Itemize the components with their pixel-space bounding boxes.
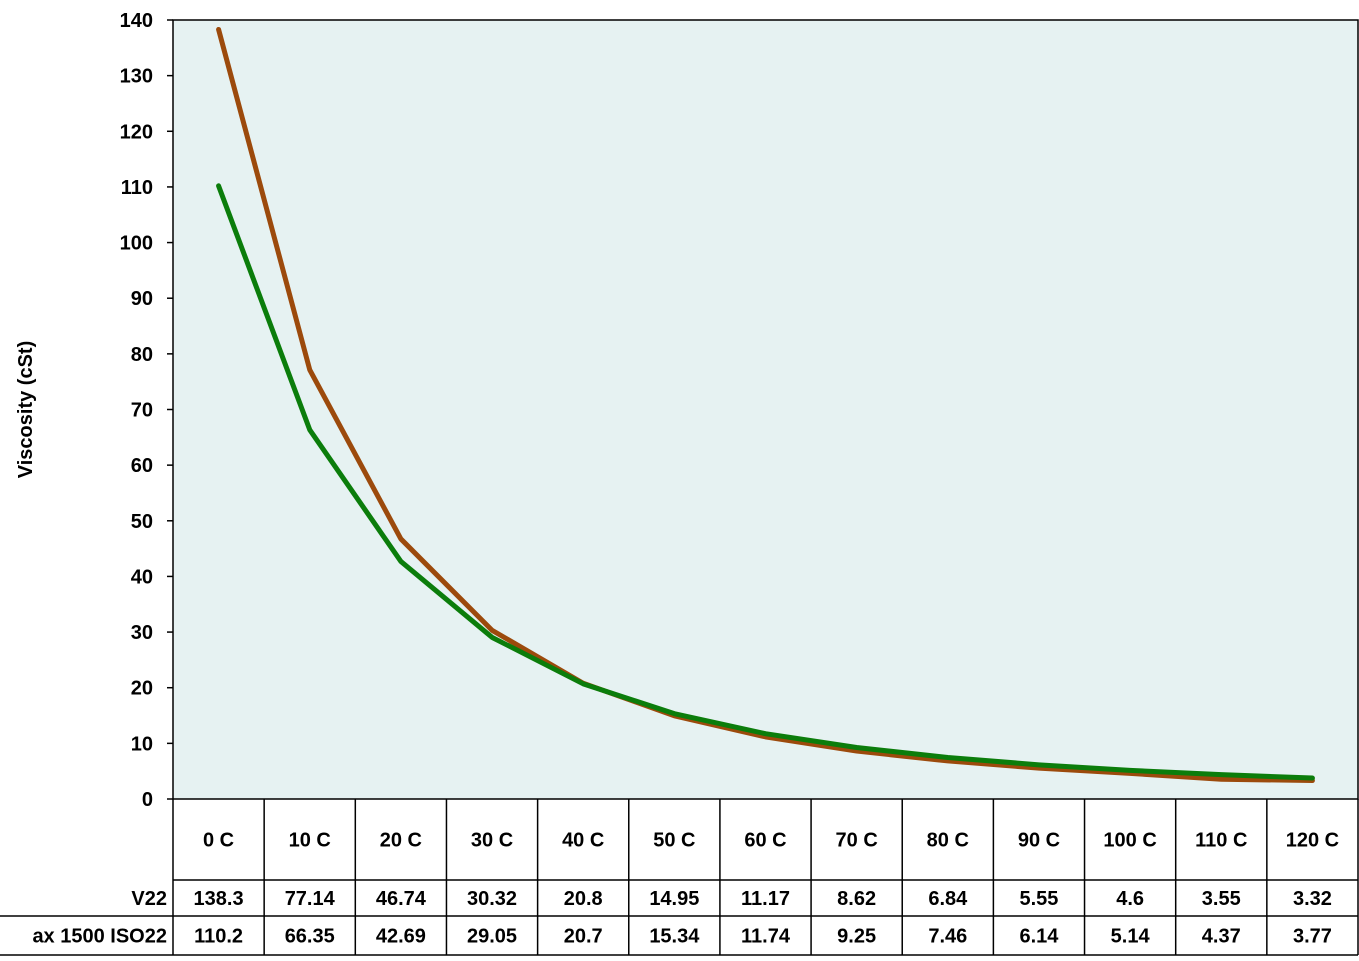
data-table-grid	[0, 799, 1359, 956]
data-cell: 4.37	[1202, 926, 1241, 948]
data-cell: 14.95	[649, 888, 699, 910]
y-tick-label: 80	[131, 344, 153, 366]
series-line	[216, 183, 1315, 781]
data-table: V22 138.3 77.14 46.74 30.32 20.8 14.95 11.17 8.6…	[32, 888, 1331, 948]
y-tick-label: 90	[131, 288, 153, 310]
category-label: 120 C	[1286, 830, 1339, 852]
category-label: 70 C	[836, 830, 878, 852]
data-cell: 6.84	[928, 888, 968, 910]
data-cell: 4.6	[1116, 888, 1144, 910]
category-label: 80 C	[927, 830, 969, 852]
data-cell: 20.7	[564, 926, 603, 948]
category-label: 50 C	[653, 830, 695, 852]
category-labels: 0 C 10 C 20 C 30 C 40 C 50 C 60 C 70 C 80 C 90 C 1…	[203, 830, 1339, 852]
data-cell: 3.77	[1293, 926, 1332, 948]
data-cell: 6.14	[1019, 926, 1059, 948]
data-cell: 30.32	[467, 888, 517, 910]
plot-area	[172, 19, 1359, 800]
y-tick-label: 140	[120, 10, 153, 32]
category-label: 0 C	[203, 830, 234, 852]
data-cell: 3.32	[1293, 888, 1332, 910]
data-cell: 8.62	[837, 888, 876, 910]
data-cell: 5.55	[1019, 888, 1058, 910]
category-label: 20 C	[380, 830, 422, 852]
data-cell: 138.3	[194, 888, 244, 910]
data-cell: 7.46	[928, 926, 967, 948]
data-cell: 110.2	[194, 926, 243, 948]
category-label: 60 C	[744, 830, 786, 852]
data-cell: 46.74	[376, 888, 427, 910]
y-tick-label: 20	[131, 678, 153, 700]
data-cell: 20.8	[564, 888, 603, 910]
series-lines	[216, 26, 1315, 784]
series-line	[216, 26, 1315, 784]
series-name-label: V22	[131, 888, 167, 910]
category-label: 10 C	[289, 830, 331, 852]
y-tick-label: 70	[131, 400, 153, 422]
y-tick-label: 60	[131, 455, 153, 477]
data-cell: 15.34	[649, 926, 700, 948]
series-name-label: ax 1500 ISO22	[32, 926, 167, 948]
y-tick-label: 30	[131, 622, 153, 644]
y-tick-label: 0	[142, 789, 153, 811]
y-tick-label: 10	[131, 733, 153, 755]
data-cell: 29.05	[467, 926, 517, 948]
y-axis-title: Viscosity (cSt)	[15, 341, 37, 478]
data-cell: 3.55	[1202, 888, 1241, 910]
category-label: 100 C	[1103, 830, 1156, 852]
y-tick-label: 40	[131, 566, 153, 588]
data-cell: 66.35	[285, 926, 335, 948]
data-cell: 11.74	[741, 926, 791, 948]
y-tick-label: 100	[120, 233, 153, 255]
y-tick-label: 130	[120, 66, 153, 88]
category-label: 90 C	[1018, 830, 1060, 852]
data-cell: 9.25	[837, 926, 876, 948]
y-axis: 0 10 20 30 40 50 60 70 80 90 100 110 120 130 140	[120, 10, 173, 811]
data-cell: 42.69	[376, 926, 426, 948]
y-tick-label: 120	[120, 121, 153, 143]
category-label: 110 C	[1195, 830, 1247, 852]
data-cell: 11.17	[741, 888, 790, 910]
category-label: 30 C	[471, 830, 513, 852]
data-cell: 5.14	[1111, 926, 1151, 948]
y-tick-label: 50	[131, 511, 153, 533]
data-cell: 77.14	[285, 888, 336, 910]
y-tick-label: 110	[121, 177, 153, 199]
category-label: 40 C	[562, 830, 604, 852]
